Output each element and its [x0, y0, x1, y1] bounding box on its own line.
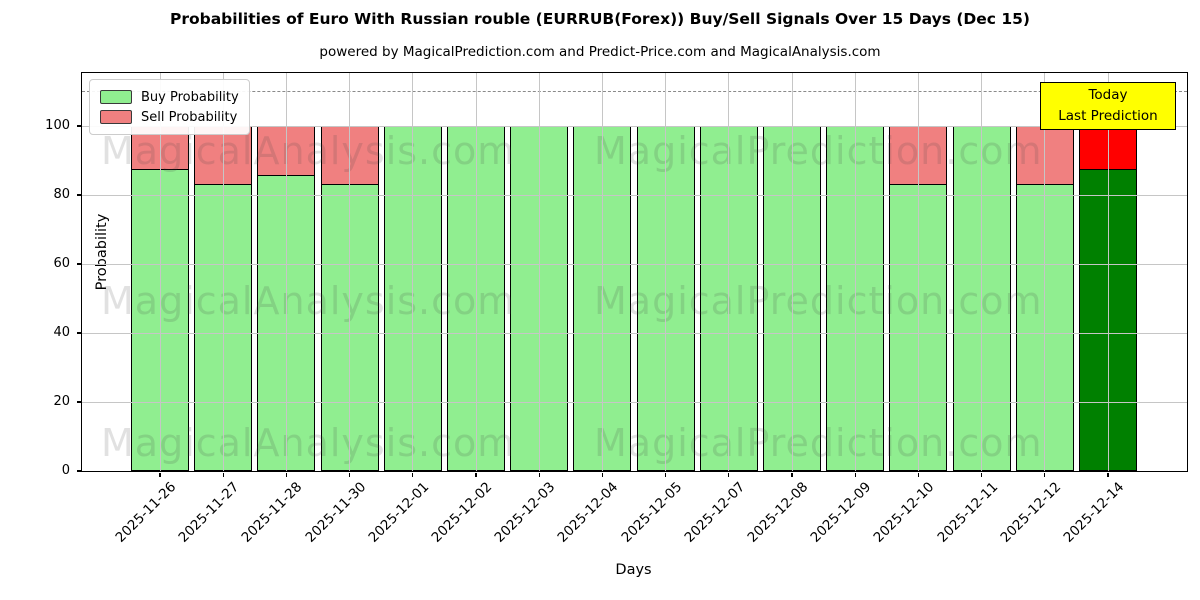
v-gridline	[1107, 73, 1109, 471]
v-gridline	[538, 73, 540, 471]
v-gridline	[285, 73, 287, 471]
x-tick	[791, 472, 793, 477]
watermark-text: MagicalAnalysis.com	[101, 421, 516, 465]
buy-probability-label: Buy Probability	[141, 89, 239, 105]
v-gridline	[601, 73, 603, 471]
h-gridline	[82, 401, 1187, 403]
sell-probability-label: Sell Probability	[141, 109, 238, 125]
v-gridline	[475, 73, 477, 471]
v-gridline	[159, 73, 161, 471]
y-tick	[76, 125, 81, 127]
y-tick-label: 80	[53, 187, 70, 203]
y-tick-label: 40	[53, 325, 70, 341]
legend: Buy Probability Sell Probability	[89, 79, 250, 135]
y-tick-label: 100	[45, 118, 70, 134]
legend-item-buy: Buy Probability	[100, 87, 239, 107]
x-tick	[348, 472, 351, 477]
v-gridline	[981, 73, 983, 471]
watermark-text: MagicalPrediction.com	[594, 129, 1043, 173]
chart-subtitle: powered by MagicalPrediction.com and Pre…	[319, 44, 881, 60]
v-gridline	[1044, 73, 1046, 471]
x-tick	[159, 472, 161, 477]
y-tick	[76, 194, 81, 196]
chart-title: Probabilities of Euro With Russian roubl…	[169, 10, 1031, 28]
today-annotation-line2: Last Prediction	[1058, 108, 1158, 124]
plot-area: Probability Buy Probability Sell Probabi…	[45, 72, 1188, 546]
v-gridline	[854, 73, 856, 471]
v-gridline	[222, 73, 224, 471]
v-gridline	[791, 73, 793, 471]
y-tick	[76, 470, 81, 472]
v-gridline	[349, 73, 351, 471]
v-gridline	[412, 73, 414, 471]
today-annotation: Today Last Prediction	[1040, 82, 1176, 130]
y-tick-label: 60	[53, 256, 70, 272]
x-tick	[475, 472, 477, 477]
y-tick	[76, 332, 81, 334]
v-gridline	[917, 73, 919, 471]
x-tick	[285, 472, 288, 477]
y-tick	[76, 263, 81, 265]
h-gridline	[82, 194, 1187, 196]
x-tick	[854, 472, 856, 477]
watermark-text: MagicalPrediction.com	[594, 279, 1043, 323]
legend-item-sell: Sell Probability	[100, 107, 239, 127]
watermark-text: MagicalAnalysis.com	[101, 279, 516, 323]
h-gridline	[82, 263, 1187, 265]
watermark-text: MagicalPrediction.com	[594, 421, 1043, 465]
x-tick	[538, 472, 540, 477]
x-tick	[728, 472, 730, 477]
x-tick	[980, 472, 983, 477]
x-tick	[222, 472, 224, 477]
y-tick-label: 20	[53, 394, 70, 410]
today-annotation-line1: Today	[1088, 87, 1128, 104]
y-tick-label: 0	[61, 463, 70, 478]
v-gridline	[665, 73, 667, 471]
v-gridline	[728, 73, 730, 471]
x-tick	[412, 472, 414, 477]
watermark-text: MagicalAnalysis.com	[101, 129, 516, 173]
x-tick	[601, 472, 604, 477]
x-tick	[664, 472, 667, 477]
x-tick	[1044, 472, 1046, 477]
x-axis-label: Days	[615, 562, 652, 578]
sell-probability-swatch	[100, 110, 132, 124]
buy-probability-swatch	[100, 90, 132, 104]
x-tick	[1107, 472, 1109, 477]
h-gridline	[82, 332, 1187, 334]
y-tick	[76, 401, 81, 403]
dashed-guideline	[82, 90, 1187, 92]
h-gridline	[82, 125, 1187, 127]
x-tick	[917, 472, 920, 477]
